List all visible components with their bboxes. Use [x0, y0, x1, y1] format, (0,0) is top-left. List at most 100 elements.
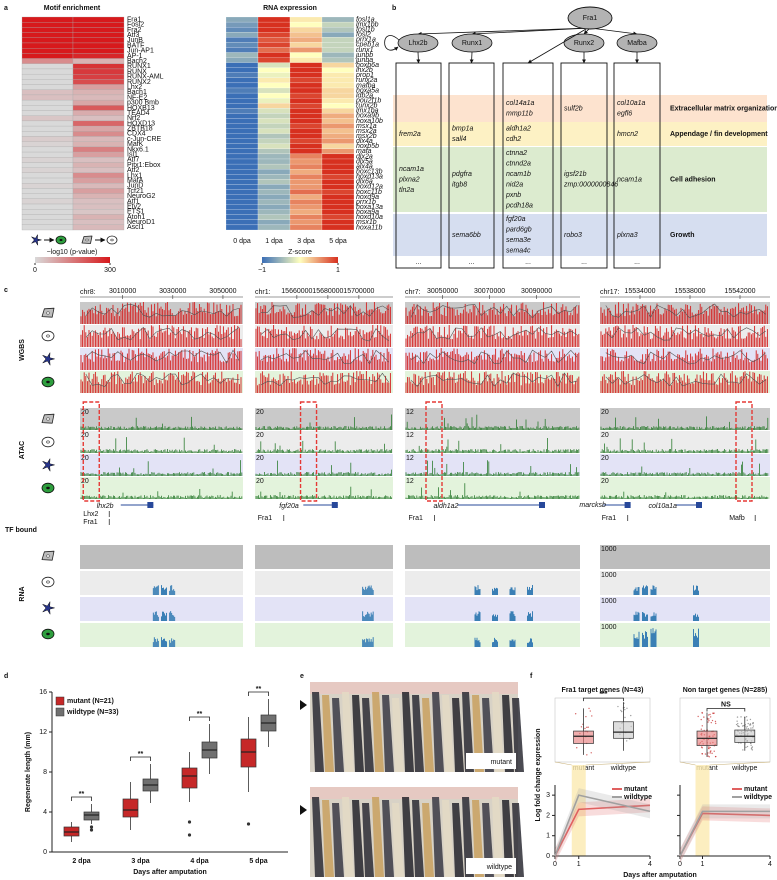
fin-ray [492, 797, 504, 877]
gene-label: hoxc11b [356, 189, 382, 196]
track-bg [405, 477, 580, 499]
tf-bound-label: Fra1 [602, 515, 617, 522]
connector [554, 761, 572, 766]
motif-label: NeuroG2 [127, 193, 156, 200]
rna-cell [225, 174, 259, 180]
target-gene: ctnna2 [506, 150, 527, 157]
gene-label: prrx1b [355, 199, 376, 206]
jitter-point [701, 711, 703, 714]
track-scale: 12 [406, 432, 414, 439]
fin-ray [392, 698, 404, 772]
jitter-point [708, 746, 710, 748]
fin-ray [432, 692, 444, 772]
track-bg [405, 454, 580, 476]
motif-cell [21, 157, 74, 163]
rna-cell [257, 82, 291, 89]
fin-ray [432, 797, 444, 877]
motif-cell [21, 48, 74, 54]
motif-cell [72, 84, 125, 90]
motif-cell [72, 214, 125, 220]
motif-cell [72, 198, 125, 205]
gene-name: fgf20a [279, 503, 299, 510]
rna-cell [289, 148, 323, 155]
gene-label: hoxd12a [356, 184, 383, 191]
jitter-point [746, 719, 748, 721]
self-loop [384, 35, 400, 51]
jitter-point [714, 720, 717, 723]
track-scale: 20 [81, 455, 89, 462]
rna-cell [321, 214, 355, 220]
motif-cell [21, 16, 74, 23]
rna-cell [257, 163, 291, 170]
rna-cell [257, 21, 291, 28]
rna-cell [321, 32, 355, 38]
jitter-point [736, 716, 739, 718]
panel-letter: c [4, 287, 8, 294]
rna-cell [225, 82, 259, 89]
rna-cell [289, 32, 323, 38]
rna-cell [321, 77, 355, 84]
motif-cell [21, 110, 74, 116]
motif-cell [21, 89, 74, 96]
y-tick-label: 0 [43, 849, 47, 856]
jitter-point [741, 725, 744, 727]
motif-cell [72, 16, 125, 23]
fin-ray [462, 692, 474, 772]
fin-ray [382, 695, 394, 772]
gene-label: hoxc13b [356, 169, 383, 176]
tf-label: Fra1 [583, 15, 598, 22]
target-gene: ncam1b [506, 171, 531, 178]
track-bg [600, 302, 770, 324]
highlight-box [425, 401, 443, 502]
rna-cell [257, 72, 291, 78]
motif-label: Nrf2 [127, 115, 140, 122]
motif-label: c-Jun-CRE [127, 136, 162, 143]
wgbs-coverage [85, 326, 240, 341]
motif-label: Etv2 [127, 203, 141, 210]
rna-cell [257, 27, 291, 33]
fin-ray [442, 800, 454, 877]
column-label: 5 dpa [329, 238, 347, 245]
fin-ray [422, 698, 434, 772]
sig-bracket [130, 756, 151, 761]
rna-cell [289, 57, 323, 63]
y-tick-label: 0 [546, 853, 550, 860]
axis-title: Days after amputation [133, 869, 207, 876]
cell-nucleus [45, 417, 51, 421]
jitter-point [701, 753, 704, 755]
gene-label: runx1 [356, 47, 374, 54]
jitter-point [713, 750, 715, 752]
motif-label: JunB [127, 37, 143, 44]
motif-label: Fosl2 [127, 22, 144, 29]
panel-title: Non target genes (N=285) [683, 687, 768, 694]
track-scale: 20 [601, 455, 609, 462]
wgbs-coverage [85, 349, 240, 364]
gene-label: pou2f1b [355, 98, 381, 105]
target-gene: ncam1a [399, 166, 424, 173]
rna-cell [257, 143, 291, 149]
assay-label: RNA [19, 586, 26, 601]
tf-bound-label: Fra1 [409, 515, 424, 522]
track-scale: 20 [256, 409, 264, 416]
rna-cell [257, 224, 291, 231]
target-gene: ctnnd2a [506, 161, 531, 168]
wgbs-coverage [410, 349, 578, 365]
gene-name: aldh1a2 [434, 503, 459, 510]
rna-cell [321, 67, 355, 73]
rna-cell [321, 219, 355, 226]
category-label: Extracellular matrix organization [670, 105, 777, 112]
jitter-point [585, 715, 587, 718]
motif-cell [72, 99, 125, 106]
gene-exon [331, 502, 338, 508]
panel-title: Fra1 target genes (N=43) [562, 687, 644, 694]
x-tick-label: 30090000 [521, 288, 552, 295]
motif-cell [72, 151, 125, 158]
jitter-point [704, 753, 707, 755]
rna-cell [289, 169, 323, 175]
track-bg [600, 408, 770, 430]
jitter-point [574, 713, 577, 715]
track-scale: 20 [601, 409, 609, 416]
track-bg [80, 408, 243, 430]
fin-ray [452, 803, 464, 877]
